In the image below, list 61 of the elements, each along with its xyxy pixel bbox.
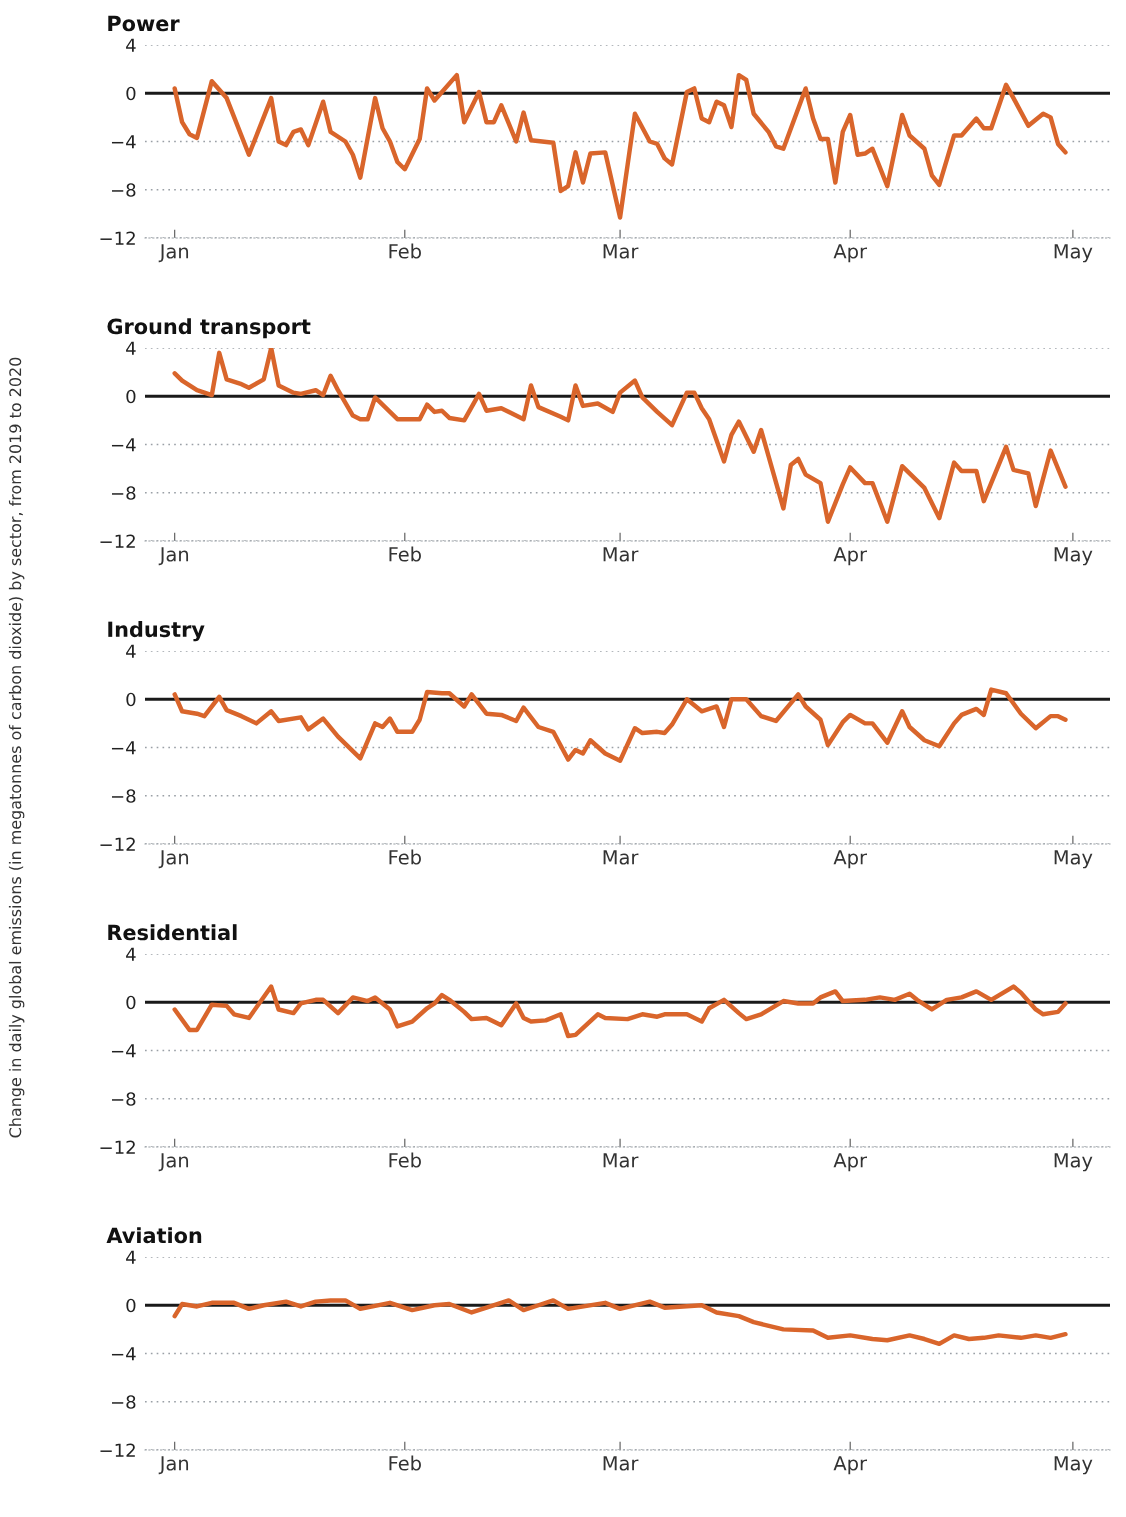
x-tick-label: Feb	[389, 1152, 421, 1168]
x-tick-label: Mar	[603, 1153, 639, 1168]
y-tick-label: −12	[100, 1140, 135, 1154]
x-tick-label: Mar	[603, 850, 639, 865]
y-tick-label: 0	[126, 1298, 136, 1313]
y-tick-label: −4	[111, 741, 136, 755]
y-tick-label: −8	[111, 789, 136, 803]
line-series	[172, 72, 1068, 220]
x-tick-label: May	[1054, 1456, 1093, 1475]
y-tick-label: −4	[111, 135, 136, 149]
x-tick-label: May	[1054, 244, 1093, 263]
x-tick-label: Feb	[389, 546, 421, 562]
x-tick-label: Mar	[603, 244, 639, 259]
x-tick-label: May	[1054, 850, 1093, 869]
y-tick-label: −8	[111, 1092, 136, 1106]
line-series	[172, 687, 1068, 763]
y-tick-label: −8	[111, 486, 136, 500]
y-tick-label: 4	[126, 947, 136, 961]
x-tick-label: Jan	[158, 1153, 189, 1172]
y-tick-label: 0	[126, 86, 136, 101]
y-tick-label: −12	[100, 1443, 135, 1457]
y-axis-title: Change in daily global emissions (in megatonnes of carbon dioxide) by sector, from 2019 to 2020	[8, 357, 25, 1138]
chart-title: Aviation	[106, 1227, 202, 1244]
y-tick-label: −8	[111, 1395, 136, 1409]
y-tick-label: 4	[126, 38, 136, 52]
x-tick-label: Apr	[833, 850, 868, 869]
y-tick-label: 0	[126, 389, 136, 404]
line-series	[172, 1298, 1068, 1347]
x-tick-label: May	[1054, 1153, 1093, 1172]
x-tick-label: Jan	[158, 244, 189, 263]
x-tick-label: Feb	[389, 243, 421, 259]
x-tick-label: Mar	[603, 1456, 639, 1471]
y-tick-label: 4	[126, 644, 136, 658]
chart-title: Power	[108, 15, 180, 32]
y-tick-label: −12	[100, 534, 135, 548]
y-tick-label: −12	[100, 837, 135, 851]
y-tick-label: 4	[126, 341, 136, 355]
x-tick-label: Apr	[833, 1153, 868, 1172]
x-tick-label: Mar	[603, 547, 639, 562]
y-tick-label: −4	[111, 438, 136, 452]
line-series	[172, 348, 1068, 524]
line-series	[172, 984, 1068, 1039]
y-tick-label: 0	[126, 692, 136, 707]
x-tick-label: Jan	[158, 850, 189, 869]
chart-title: Ground transport	[107, 318, 311, 339]
y-tick-label: −12	[100, 231, 135, 245]
x-tick-label: Apr	[833, 547, 868, 566]
x-tick-label: Apr	[833, 244, 868, 263]
x-tick-label: Jan	[158, 547, 189, 566]
x-tick-label: Apr	[833, 1456, 868, 1475]
y-tick-label: −8	[111, 183, 136, 197]
chart-title: Residential	[108, 924, 237, 941]
y-tick-label: −4	[111, 1347, 136, 1361]
y-tick-label: 0	[126, 995, 136, 1010]
x-tick-label: Feb	[389, 849, 421, 865]
x-tick-label: May	[1054, 547, 1093, 566]
y-tick-label: 4	[126, 1250, 136, 1264]
y-tick-label: −4	[111, 1044, 136, 1058]
x-tick-label: Jan	[158, 1456, 189, 1475]
chart-title: Industry	[108, 621, 205, 642]
x-tick-label: Feb	[389, 1455, 421, 1471]
